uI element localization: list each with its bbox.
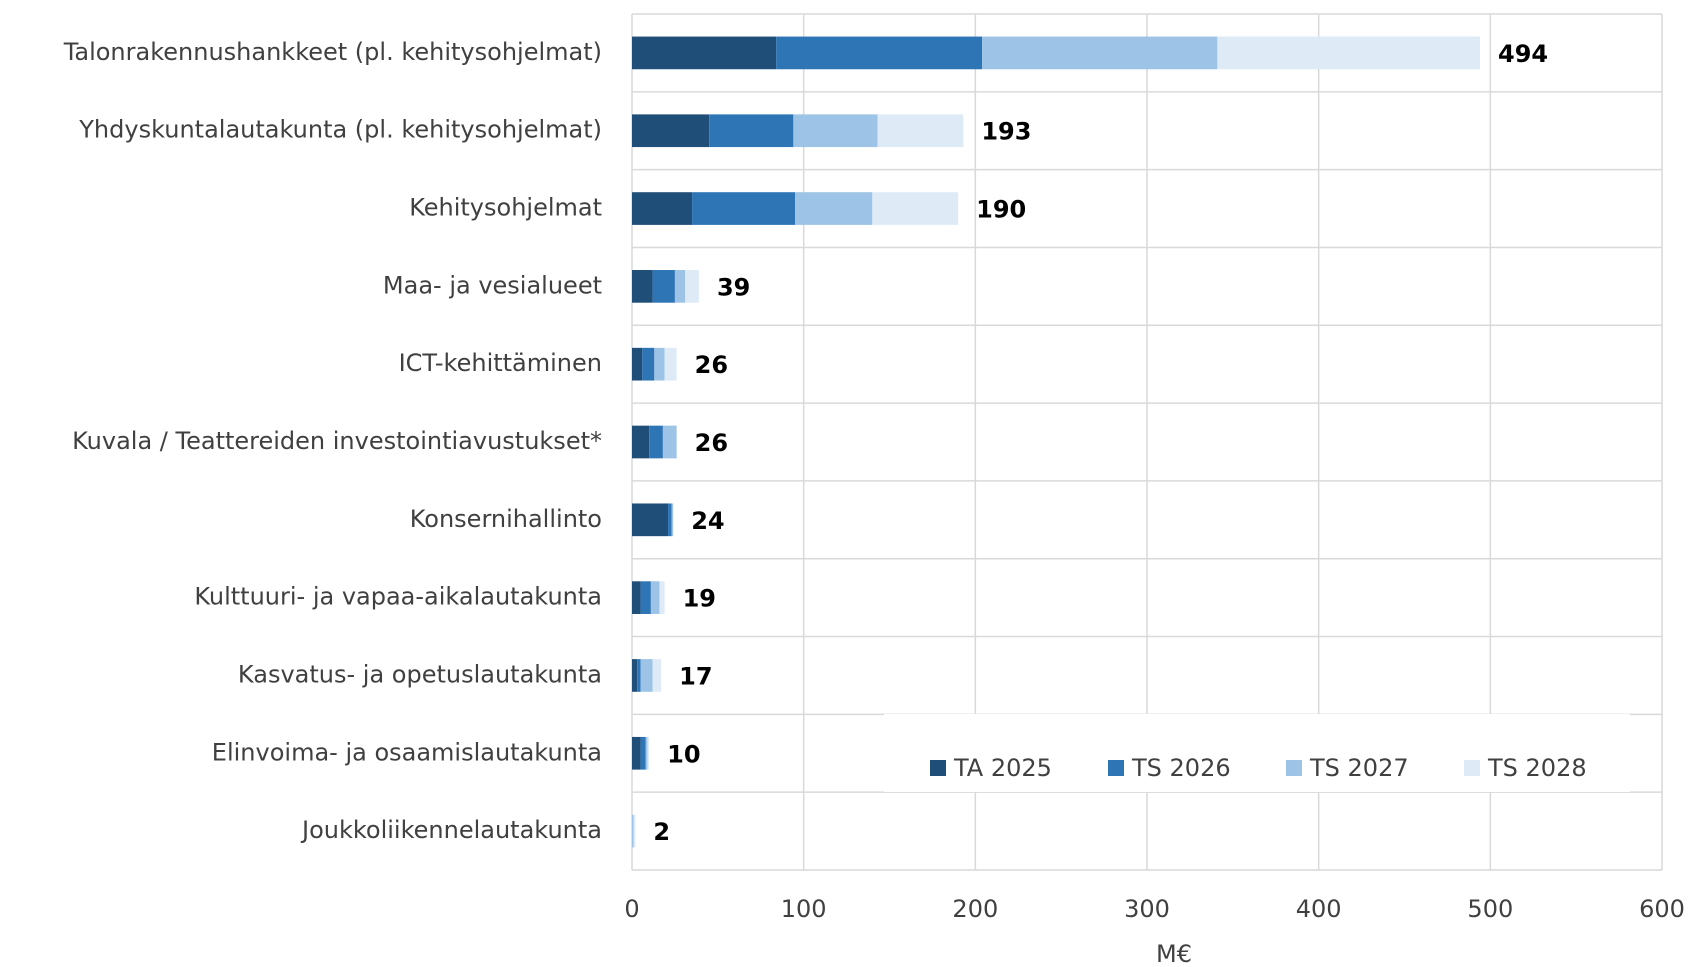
value-label: 24 — [691, 507, 724, 535]
value-label: 26 — [695, 351, 728, 379]
legend-label: TA 2025 — [953, 754, 1052, 782]
bar-segment — [776, 36, 983, 70]
y-tick-label: ICT-kehittäminen — [399, 349, 602, 377]
x-tick-label: 400 — [1296, 895, 1342, 923]
y-tick-label: Joukkoliikennelautakunta — [300, 816, 602, 844]
x-tick-label: 500 — [1467, 895, 1513, 923]
legend-label: TS 2026 — [1131, 754, 1231, 782]
bar-segment — [649, 425, 663, 459]
bar-segment — [632, 503, 669, 537]
bar-segment — [632, 814, 634, 848]
bar-segment — [872, 192, 959, 225]
bar-segment — [647, 736, 650, 770]
value-label: 19 — [683, 585, 716, 613]
legend-box — [884, 714, 1630, 792]
x-tick-label: 100 — [781, 895, 827, 923]
value-label: 2 — [653, 818, 670, 846]
x-tick-label: 600 — [1639, 895, 1685, 923]
bar-segment — [671, 503, 674, 537]
legend-label: TS 2027 — [1309, 754, 1409, 782]
bar-segment — [654, 347, 665, 381]
bar-segment — [632, 736, 641, 770]
y-tick-label: Kehitysohjelmat — [409, 194, 602, 222]
bar-segment — [632, 270, 653, 303]
bar-segment — [633, 814, 636, 848]
value-label: 39 — [717, 273, 750, 301]
legend-swatch — [1464, 760, 1480, 776]
x-axis-title: M€ — [1156, 940, 1192, 967]
bar-segment — [632, 347, 643, 381]
bar-segment — [640, 736, 646, 770]
y-tick-label: Talonrakennushankkeet (pl. kehitysohjelm… — [63, 38, 602, 66]
bar-segment — [632, 36, 777, 70]
bar-segment — [642, 347, 655, 381]
bar-segment — [650, 581, 660, 614]
y-tick-label: Yhdyskuntalautakunta (pl. kehitysohjelma… — [78, 116, 602, 144]
bar-segment — [645, 736, 648, 770]
legend-swatch — [930, 760, 946, 776]
y-tick-label: Kuvala / Teattereiden investointiavustuk… — [72, 427, 602, 455]
bar-segment — [632, 659, 638, 692]
y-tick-label: Kulttuuri- ja vapaa-aikalautakunta — [194, 583, 602, 611]
x-tick-label: 300 — [1124, 895, 1170, 923]
bar-segment — [659, 581, 665, 614]
x-tick-label: 200 — [952, 895, 998, 923]
bar-segment — [709, 114, 794, 148]
bar-segment — [652, 270, 675, 303]
bar-segment — [632, 581, 641, 614]
value-label: 190 — [976, 196, 1026, 224]
bar-segment — [632, 425, 650, 459]
bar-segment — [640, 581, 651, 614]
value-label: 193 — [981, 118, 1031, 146]
bar-segment — [1217, 36, 1481, 70]
bar-segment — [668, 503, 672, 537]
y-tick-label: Maa- ja vesialueet — [383, 271, 602, 299]
value-label: 17 — [679, 662, 712, 690]
bar-segment — [632, 192, 693, 225]
bar-segment — [664, 347, 677, 381]
value-label: 494 — [1498, 40, 1548, 68]
bar-segment — [982, 36, 1218, 70]
bar-segment — [637, 659, 641, 692]
value-label: 26 — [695, 429, 728, 457]
bar-segment — [640, 659, 653, 692]
bar-segment — [692, 192, 796, 225]
bar-segment — [662, 425, 677, 459]
legend-swatch — [1286, 760, 1302, 776]
legend-label: TS 2028 — [1487, 754, 1587, 782]
bar-segment — [652, 659, 662, 692]
y-tick-label: Kasvatus- ja opetuslautakunta — [238, 660, 602, 688]
y-tick-label: Konsernihallinto — [410, 505, 602, 533]
y-tick-label: Elinvoima- ja osaamislautakunta — [212, 738, 602, 766]
bar-segment — [877, 114, 964, 148]
bar-segment — [685, 270, 699, 303]
bar-segment — [674, 270, 686, 303]
bar-segment — [793, 114, 878, 148]
x-tick-label: 0 — [624, 895, 639, 923]
legend-swatch — [1108, 760, 1124, 776]
bar-segment — [795, 192, 873, 225]
value-label: 10 — [667, 740, 700, 768]
bar-segment — [632, 114, 710, 148]
